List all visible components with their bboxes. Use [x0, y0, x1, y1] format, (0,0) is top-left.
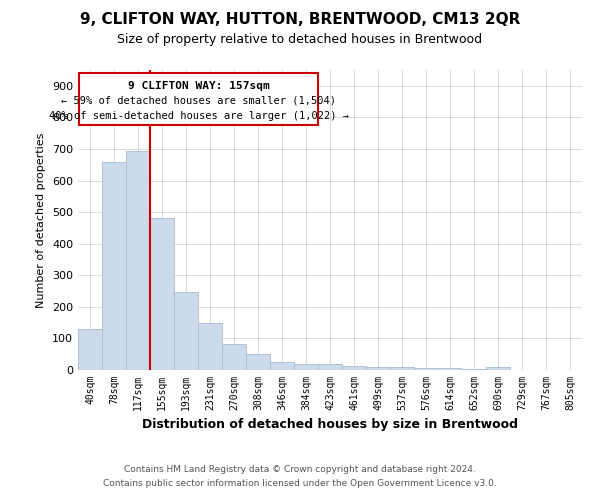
Bar — [270, 362, 294, 370]
Bar — [366, 367, 390, 370]
Text: Contains HM Land Registry data © Crown copyright and database right 2024.
Contai: Contains HM Land Registry data © Crown c… — [103, 466, 497, 487]
Bar — [414, 368, 438, 370]
Bar — [102, 162, 126, 370]
Bar — [318, 364, 342, 370]
Bar — [390, 368, 414, 370]
Bar — [342, 366, 366, 370]
FancyBboxPatch shape — [79, 73, 318, 126]
Bar — [486, 368, 510, 370]
Text: 9 CLIFTON WAY: 157sqm: 9 CLIFTON WAY: 157sqm — [128, 80, 269, 90]
Text: Size of property relative to detached houses in Brentwood: Size of property relative to detached ho… — [118, 32, 482, 46]
Y-axis label: Number of detached properties: Number of detached properties — [37, 132, 46, 308]
Bar — [150, 218, 174, 370]
Bar — [294, 364, 318, 370]
Bar — [174, 292, 198, 370]
Text: ← 59% of detached houses are smaller (1,504): ← 59% of detached houses are smaller (1,… — [61, 96, 336, 106]
Bar — [126, 150, 150, 370]
Text: 9, CLIFTON WAY, HUTTON, BRENTWOOD, CM13 2QR: 9, CLIFTON WAY, HUTTON, BRENTWOOD, CM13 … — [80, 12, 520, 28]
Bar — [246, 354, 270, 370]
Bar — [438, 368, 462, 370]
X-axis label: Distribution of detached houses by size in Brentwood: Distribution of detached houses by size … — [142, 418, 518, 432]
Text: 40% of semi-detached houses are larger (1,022) →: 40% of semi-detached houses are larger (… — [49, 112, 349, 122]
Bar — [78, 329, 102, 370]
Bar — [222, 344, 246, 370]
Bar — [198, 324, 222, 370]
